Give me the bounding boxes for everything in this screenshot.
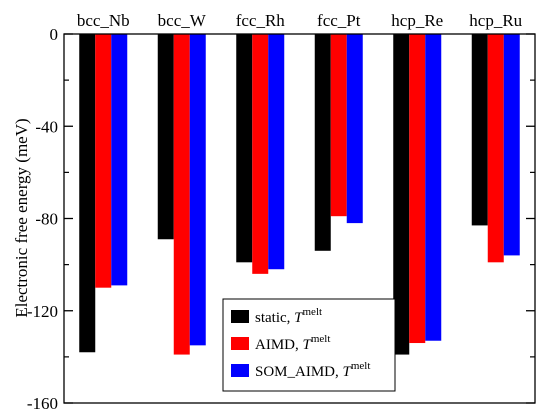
bar-hcp_Ru-series-0 [471,34,488,226]
bar-bcc_W-series-0 [157,34,174,240]
bar-bcc_Nb-series-1 [95,34,112,288]
y-tick-label: -80 [35,210,58,229]
bar-bcc_W-series-1 [173,34,190,355]
category-label-bcc_W: bcc_W [158,11,207,30]
legend-swatch-2 [231,364,249,377]
bar-fcc_Pt-series-2 [346,34,363,224]
bar-fcc_Pt-series-0 [314,34,331,251]
y-tick-label: -120 [27,302,58,321]
legend-swatch-1 [231,337,249,350]
bar-fcc_Rh-series-2 [268,34,285,270]
legend: static, Tmelt AIMD, Tmelt SOM_AIMD, Tmelt [222,298,396,392]
legend-box [222,298,396,392]
bar-bcc_Nb-series-2 [111,34,128,286]
bars-group [79,34,520,355]
bar-fcc_Pt-series-1 [330,34,347,217]
category-label-hcp_Ru: hcp_Ru [469,11,522,30]
y-tick-label: -160 [27,394,58,412]
y-tick-label: -40 [35,117,58,136]
bar-hcp_Re-series-2 [425,34,442,341]
bar-bcc_W-series-2 [189,34,206,346]
legend-swatch-0 [231,310,249,323]
category-label-bcc_Nb: bcc_Nb [77,11,130,30]
bar-bcc_Nb-series-0 [79,34,96,353]
legend-label-1: AIMD, Tmelt [255,333,330,353]
category-labels: bcc_Nb bcc_W fcc_Rh fcc_Pt hcp_Re hcp_Ru [77,11,523,30]
legend-label-0: static, Tmelt [255,306,322,326]
bar-hcp_Re-series-1 [409,34,426,344]
bar-hcp_Re-series-0 [393,34,410,355]
bar-fcc_Rh-series-0 [236,34,253,263]
y-axis-label: Electronic free energy (meV) [12,118,31,317]
category-label-fcc_Rh: fcc_Rh [236,11,286,30]
y-axis-ticks: 0 -40 -80 -120 -160 [27,25,535,412]
legend-label-2: SOM_AIMD, Tmelt [255,360,370,380]
bar-hcp_Ru-series-1 [487,34,504,263]
bar-hcp_Ru-series-2 [503,34,520,256]
category-label-hcp_Re: hcp_Re [391,11,443,30]
category-label-fcc_Pt: fcc_Pt [317,11,361,30]
bar-fcc_Rh-series-1 [252,34,269,274]
y-tick-label: 0 [50,25,59,44]
